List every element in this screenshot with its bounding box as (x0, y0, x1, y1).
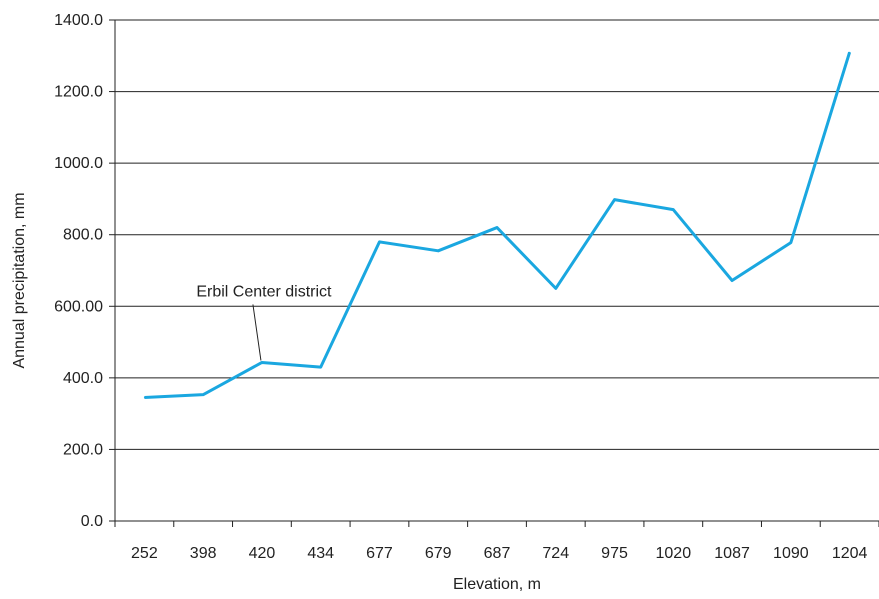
x-tick-label: 1204 (832, 545, 868, 562)
x-tick-label: 975 (601, 545, 628, 562)
y-tick-label: 1000.0 (54, 155, 103, 172)
gridlines (115, 19, 879, 450)
data-point (496, 227, 498, 229)
x-tick-label: 1090 (773, 545, 809, 562)
y-tick-label: 600.00 (54, 298, 103, 315)
x-tick-label: 434 (307, 545, 334, 562)
annotation-leader-line (252, 304, 262, 361)
data-point (143, 397, 145, 399)
y-tick-label: 800.0 (63, 227, 103, 244)
data-point (261, 361, 263, 363)
data-point (437, 250, 439, 252)
axes (114, 20, 879, 522)
series-group (143, 51, 852, 400)
y-tick-label: 1400.0 (54, 12, 103, 29)
x-tick-label: 1020 (656, 545, 692, 562)
data-point (555, 287, 557, 289)
data-point (790, 242, 792, 244)
x-tick-label: 724 (542, 545, 569, 562)
data-point (672, 209, 674, 211)
x-tick-label: 677 (366, 545, 393, 562)
annotation-label: Erbil Center district (196, 283, 332, 300)
y-tick-label: 200.0 (63, 441, 103, 458)
x-tick-label: 679 (425, 545, 452, 562)
series-line (144, 51, 852, 400)
data-point (378, 241, 380, 243)
x-tick-label: 252 (131, 545, 158, 562)
annotations: Erbil Center district (196, 283, 332, 361)
data-point (202, 394, 204, 396)
y-axis-ticks: 0.0 200.0 400.0 600.00 800.0 1000.0 1200.0 1400… (54, 12, 115, 530)
x-axis-title: Elevation, m (453, 576, 541, 593)
y-tick-label: 400.0 (63, 370, 103, 387)
x-axis-ticks: 252 398 420 434 677 679 687 724 975 1020 1087 1090 1… (114, 521, 879, 562)
x-tick-label: 420 (249, 545, 276, 562)
data-point (849, 51, 851, 53)
y-tick-label: 1200.0 (54, 84, 103, 101)
y-tick-label: 0.0 (81, 513, 103, 530)
y-axis-title: Annual precipitation, mm (11, 192, 28, 368)
data-point (320, 366, 322, 368)
x-tick-label: 398 (190, 545, 217, 562)
data-point (731, 280, 733, 282)
data-point (614, 199, 616, 201)
x-tick-label: 687 (484, 545, 511, 562)
x-tick-label: 1087 (714, 545, 750, 562)
